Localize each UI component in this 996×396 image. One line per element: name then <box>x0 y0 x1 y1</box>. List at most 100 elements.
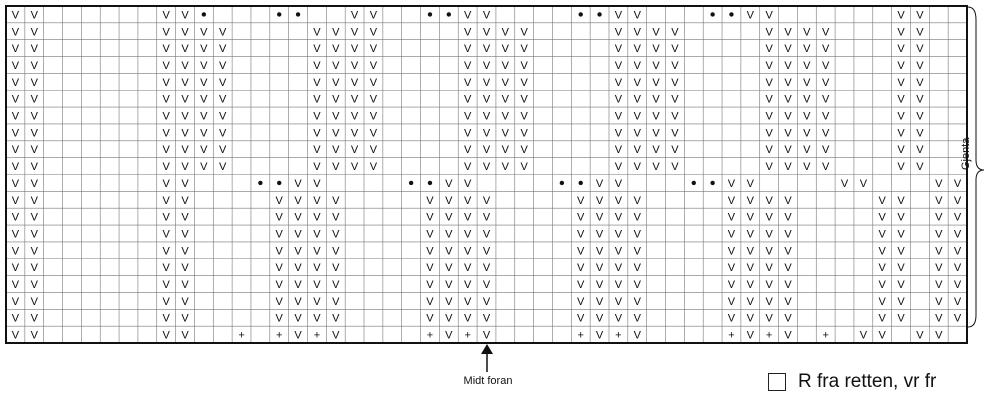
knit-stitch-mark: V <box>765 228 773 240</box>
knit-stitch-mark: V <box>765 144 773 156</box>
knit-stitch-mark: V <box>370 144 378 156</box>
knit-stitch-mark: V <box>181 26 189 38</box>
knit-stitch-mark: V <box>464 178 472 190</box>
knit-stitch-mark: V <box>370 94 378 106</box>
knit-stitch-mark: V <box>351 9 359 21</box>
knit-stitch-mark: V <box>294 245 302 257</box>
knit-stitch-mark: V <box>784 77 792 89</box>
plus-mark: + <box>577 330 583 342</box>
knit-stitch-mark: V <box>652 127 660 139</box>
knit-stitch-mark: V <box>464 161 472 173</box>
knit-stitch-mark: V <box>483 9 491 21</box>
knit-stitch-mark: V <box>313 127 321 139</box>
knit-stitch-mark: V <box>822 26 830 38</box>
knit-stitch-mark: V <box>879 212 887 224</box>
knit-stitch-mark: V <box>897 195 905 207</box>
knit-stitch-mark: V <box>351 111 359 123</box>
knit-stitch-mark: V <box>313 60 321 72</box>
knit-stitch-mark: V <box>464 26 472 38</box>
knit-stitch-mark: V <box>596 330 604 342</box>
knit-stitch-mark: V <box>313 313 321 325</box>
plus-mark: + <box>728 330 734 342</box>
knit-stitch-mark: V <box>31 111 39 123</box>
knit-stitch-mark: V <box>162 313 170 325</box>
knit-stitch-mark: V <box>294 228 302 240</box>
knit-stitch-mark: V <box>916 144 924 156</box>
knit-stitch-mark: V <box>31 178 39 190</box>
knit-stitch-mark: V <box>577 262 585 274</box>
knit-stitch-mark: V <box>200 60 208 72</box>
knit-stitch-mark: V <box>445 330 453 342</box>
knit-stitch-mark: V <box>954 212 962 224</box>
knit-stitch-mark: V <box>181 144 189 156</box>
plus-mark: + <box>615 330 621 342</box>
knit-stitch-mark: V <box>634 279 642 291</box>
knit-stitch-mark: V <box>483 313 491 325</box>
knit-stitch-mark: V <box>181 178 189 190</box>
knit-stitch-mark: V <box>464 245 472 257</box>
knit-stitch-mark: V <box>426 212 434 224</box>
knit-stitch-mark: V <box>219 94 227 106</box>
knit-stitch-mark: V <box>332 94 340 106</box>
knit-stitch-mark: V <box>897 26 905 38</box>
knit-stitch-mark: V <box>31 245 39 257</box>
knit-stitch-mark: V <box>162 245 170 257</box>
knit-stitch-mark: V <box>765 43 773 55</box>
knit-stitch-mark: V <box>615 144 623 156</box>
knit-stitch-mark: V <box>332 111 340 123</box>
knit-stitch-mark: V <box>181 195 189 207</box>
knit-stitch-mark: V <box>615 313 623 325</box>
knit-stitch-mark: V <box>916 111 924 123</box>
knit-stitch-mark: V <box>954 313 962 325</box>
knit-stitch-mark: V <box>897 77 905 89</box>
knit-stitch-mark: V <box>276 212 284 224</box>
purl-dot-mark <box>710 12 715 17</box>
purl-dot-mark <box>446 12 452 17</box>
knit-stitch-mark: V <box>31 94 39 106</box>
knit-stitch-mark: V <box>332 212 340 224</box>
knit-stitch-mark: V <box>181 313 189 325</box>
knit-stitch-mark: V <box>313 111 321 123</box>
knit-stitch-mark: V <box>483 228 491 240</box>
knit-stitch-mark: V <box>784 245 792 257</box>
knit-stitch-mark: V <box>332 60 340 72</box>
knit-stitch-mark: V <box>313 77 321 89</box>
knit-stitch-mark: V <box>897 127 905 139</box>
knit-stitch-mark: V <box>615 111 623 123</box>
knit-stitch-mark: V <box>313 144 321 156</box>
knit-stitch-mark: V <box>445 279 453 291</box>
knit-stitch-mark: V <box>803 127 811 139</box>
knit-stitch-mark: V <box>12 313 20 325</box>
knit-stitch-mark: V <box>12 111 20 123</box>
knit-stitch-mark: V <box>445 296 453 308</box>
knit-stitch-mark: V <box>502 94 510 106</box>
knit-stitch-mark: V <box>897 144 905 156</box>
knit-stitch-mark: V <box>445 262 453 274</box>
knit-stitch-mark: V <box>803 94 811 106</box>
knit-stitch-mark: V <box>351 161 359 173</box>
knit-stitch-mark: V <box>615 161 623 173</box>
plus-mark: + <box>766 330 772 342</box>
knit-stitch-mark: V <box>12 228 20 240</box>
knit-stitch-mark: V <box>765 26 773 38</box>
legend-empty-square-icon <box>768 373 786 391</box>
knit-stitch-mark: V <box>841 178 849 190</box>
knit-stitch-mark: V <box>954 178 962 190</box>
knit-stitch-mark: V <box>332 262 340 274</box>
plus-mark: + <box>314 330 320 342</box>
knit-stitch-mark: V <box>12 330 20 342</box>
knit-stitch-mark: V <box>313 245 321 257</box>
knit-stitch-mark: V <box>765 195 773 207</box>
knit-stitch-mark: V <box>596 296 604 308</box>
knit-stitch-mark: V <box>954 296 962 308</box>
knit-stitch-mark: V <box>313 26 321 38</box>
knit-stitch-mark: V <box>671 77 679 89</box>
knit-stitch-mark: V <box>634 313 642 325</box>
knit-stitch-mark: V <box>577 296 585 308</box>
knit-stitch-mark: V <box>464 60 472 72</box>
knit-stitch-mark: V <box>483 279 491 291</box>
knit-stitch-mark: V <box>162 212 170 224</box>
knit-stitch-mark: V <box>332 127 340 139</box>
knit-stitch-mark: V <box>916 43 924 55</box>
